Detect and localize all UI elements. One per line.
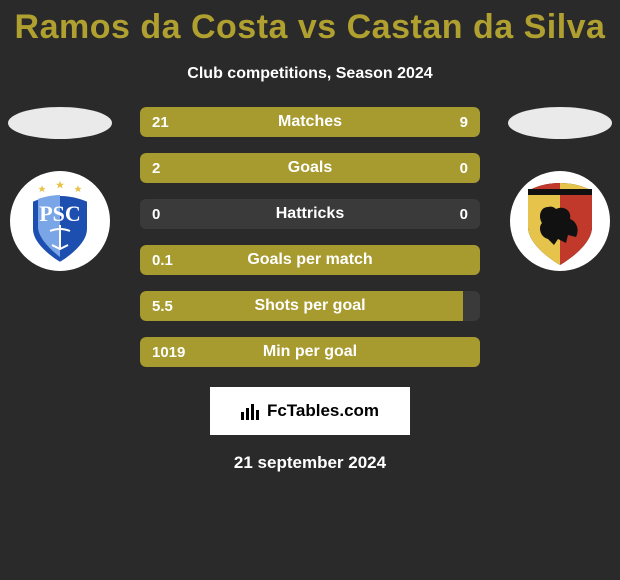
left-player-col: PSC <box>0 107 120 271</box>
stat-bar-left <box>140 107 378 137</box>
stat-bar-left <box>140 291 463 321</box>
psc-shield-icon: PSC <box>10 171 110 271</box>
stat-bars: 21Matches9 2Goals0 0Hattricks0 0.1Goals per… <box>140 107 480 367</box>
right-player-placeholder <box>508 107 612 139</box>
right-player-col <box>500 107 620 271</box>
left-player-placeholder <box>8 107 112 139</box>
comparison-panel: PSC 21Matches92Goals00H <box>0 107 620 367</box>
stat-row: 0.1Goals per match <box>140 245 480 275</box>
stat-row: 1019Min per goal <box>140 337 480 367</box>
svg-text:PSC: PSC <box>39 201 81 226</box>
stat-row: 0Hattricks0 <box>140 199 480 229</box>
stat-bar-left <box>140 245 480 275</box>
stat-bar-right <box>412 153 480 183</box>
bars-icon <box>241 402 261 420</box>
stat-label: Hattricks <box>140 199 480 229</box>
lion-shield-icon <box>510 171 610 271</box>
stat-bar-left <box>140 153 412 183</box>
stat-bar-right <box>378 107 480 137</box>
stat-row: 5.5Shots per goal <box>140 291 480 321</box>
date-text: 21 september 2024 <box>0 453 620 473</box>
stat-bar-left <box>140 337 480 367</box>
stat-row: 2Goals0 <box>140 153 480 183</box>
stat-value-right: 0 <box>460 199 468 229</box>
brand-text: FcTables.com <box>267 401 379 421</box>
page-title: Ramos da Costa vs Castan da Silva <box>0 0 620 47</box>
brand-badge: FcTables.com <box>210 387 410 435</box>
stat-row: 21Matches9 <box>140 107 480 137</box>
stat-value-left: 0 <box>152 199 160 229</box>
page-subtitle: Club competitions, Season 2024 <box>0 65 620 83</box>
right-crest <box>510 171 610 271</box>
left-crest: PSC <box>10 171 110 271</box>
